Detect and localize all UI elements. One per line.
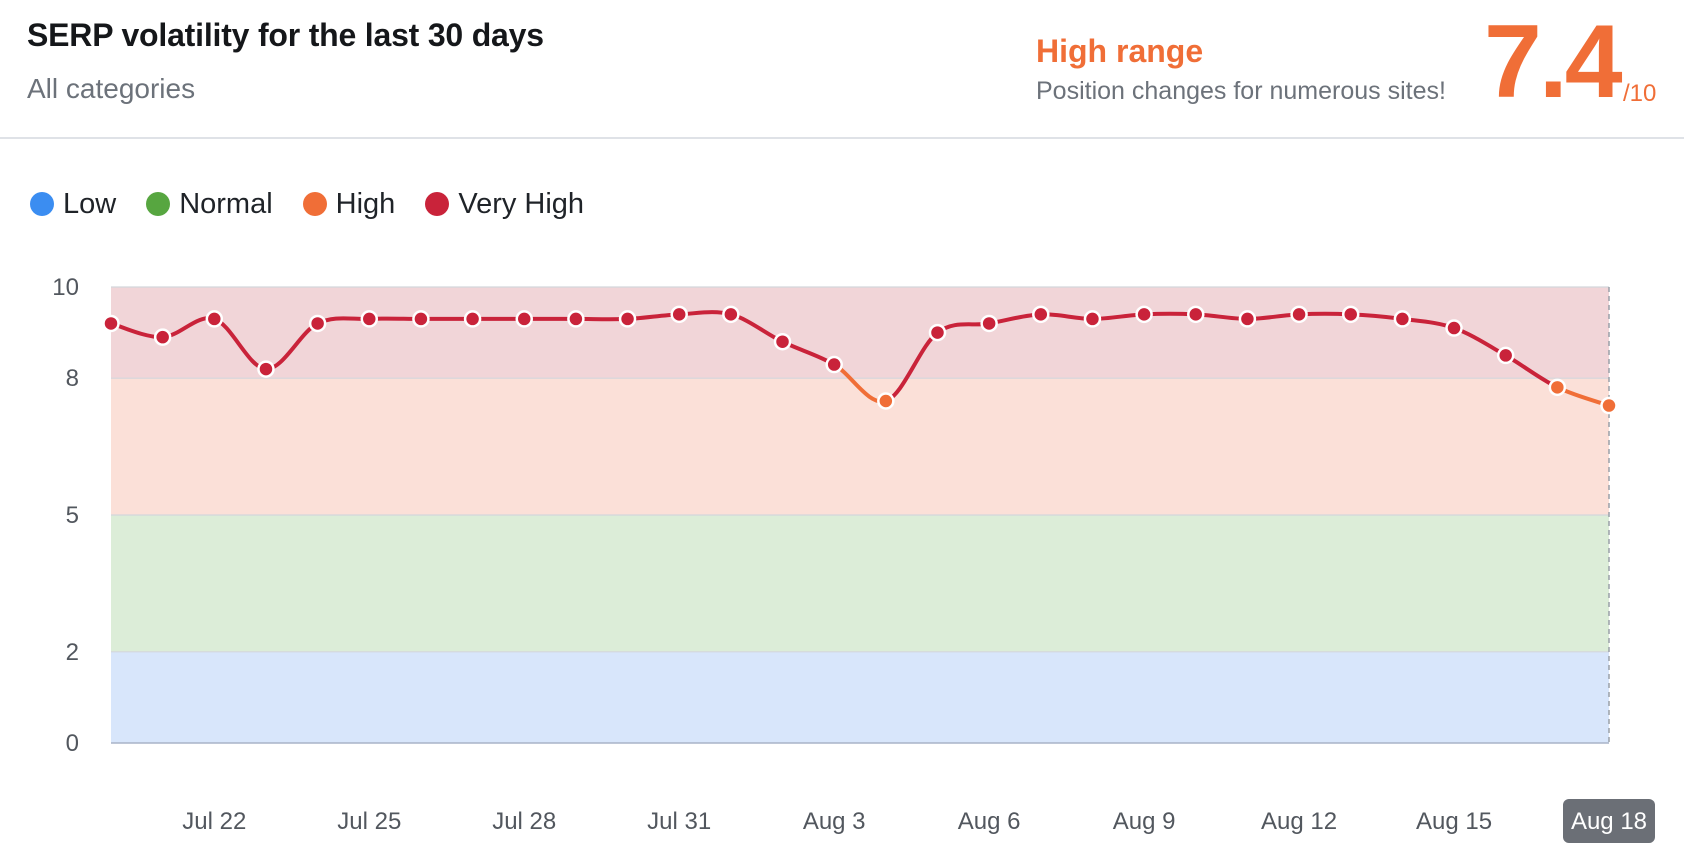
range-description: Position changes for numerous sites!	[1036, 77, 1446, 105]
data-point	[1135, 305, 1153, 324]
data-point	[412, 310, 430, 328]
data-point	[928, 323, 947, 342]
legend-dot-high	[302, 192, 327, 216]
data-point	[1548, 378, 1567, 397]
legend-dot-very-high	[425, 192, 450, 216]
data-point	[463, 310, 482, 328]
band-very-high	[111, 287, 1609, 379]
legend-label-low: Low	[63, 187, 117, 220]
y-tick-label: 5	[66, 502, 79, 529]
data-point	[153, 328, 172, 346]
data-point	[205, 310, 224, 328]
data-point	[1445, 319, 1463, 337]
data-point	[257, 360, 275, 378]
data-point	[877, 392, 895, 410]
x-tick-label: Jul 25	[337, 808, 401, 835]
data-point	[515, 310, 533, 328]
y-tick-label: 2	[66, 639, 79, 666]
data-point	[980, 314, 998, 333]
data-point	[102, 314, 120, 333]
y-tick-label: 10	[52, 274, 79, 301]
x-tick-label: Aug 15	[1416, 808, 1492, 835]
data-point	[773, 332, 792, 351]
legend-label-normal: Normal	[179, 187, 273, 220]
data-point	[1187, 305, 1205, 324]
chart-header: SERP volatility for the last 30 days All…	[0, 0, 1684, 139]
data-point	[1341, 305, 1360, 324]
x-tick-label: Aug 12	[1261, 808, 1337, 835]
data-point	[618, 310, 637, 328]
score-max: /10	[1623, 80, 1657, 107]
data-point	[825, 355, 843, 374]
data-point	[722, 305, 740, 324]
legend-item-very-high[interactable]: Very High	[425, 188, 584, 221]
data-point	[1032, 305, 1050, 324]
category-subtitle: All categories	[27, 73, 196, 104]
legend-dot-low	[30, 192, 54, 216]
chart-legend: Low Normal High Very High	[30, 184, 614, 224]
y-tick-label: 0	[66, 730, 79, 757]
x-tick-label: Jul 28	[492, 808, 556, 835]
x-tick-label-active: Aug 18	[1571, 808, 1647, 835]
data-point	[360, 310, 379, 328]
y-tick-label: 8	[66, 365, 79, 392]
x-tick-label: Aug 6	[958, 808, 1021, 835]
x-tick-label: Jul 31	[647, 808, 711, 835]
x-tick-label: Aug 9	[1113, 808, 1176, 835]
data-point	[567, 310, 585, 328]
data-point	[1083, 310, 1102, 328]
data-point	[1393, 310, 1412, 328]
legend-label-very-high: Very High	[458, 187, 585, 220]
legend-item-low[interactable]: Low	[30, 188, 116, 221]
legend-item-high[interactable]: High	[302, 187, 396, 221]
legend-item-normal[interactable]: Normal	[146, 187, 273, 221]
legend-dot-normal	[146, 192, 171, 216]
band-low	[111, 651, 1609, 743]
data-point	[670, 305, 688, 324]
legend-label-high: High	[335, 187, 396, 220]
data-point	[1496, 346, 1515, 365]
data-point	[1238, 310, 1257, 328]
x-tick-label: Jul 22	[182, 808, 246, 835]
x-tick-label: Aug 3	[803, 808, 866, 835]
active-x-tick-badge	[1563, 799, 1655, 843]
data-point	[308, 314, 327, 333]
band-normal	[111, 515, 1609, 652]
band-high	[111, 378, 1609, 515]
data-point	[1600, 396, 1618, 415]
range-label: High range	[1036, 33, 1204, 69]
data-point	[1290, 305, 1308, 324]
volatility-score: 7.4	[1484, 4, 1623, 120]
page-title: SERP volatility for the last 30 days	[27, 17, 544, 53]
